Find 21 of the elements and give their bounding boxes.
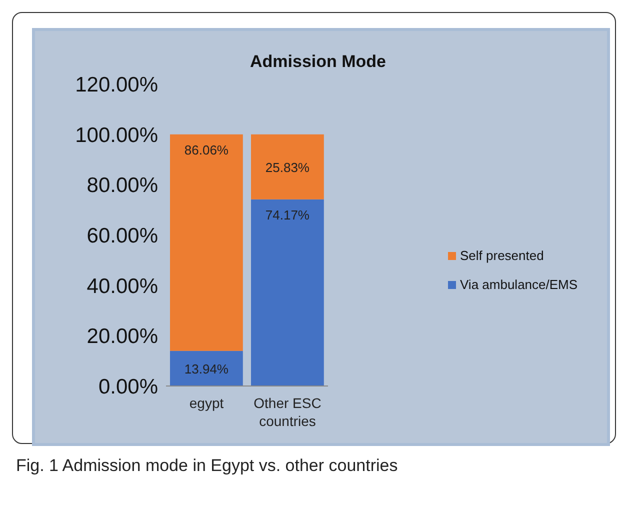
x-tick-label: egypt xyxy=(189,395,224,411)
y-tick-label: 40.00% xyxy=(86,274,158,298)
y-tick-label: 80.00% xyxy=(86,174,158,198)
legend-label: Self presented xyxy=(459,248,545,263)
data-label: 13.94% xyxy=(184,361,229,376)
bar xyxy=(251,134,324,200)
bar xyxy=(170,134,243,351)
chart-title: Admission Mode xyxy=(248,52,387,72)
y-tick-label: 100.00% xyxy=(75,124,158,147)
y-tick-label: 60.00% xyxy=(86,224,158,248)
caption: Fig. 1 Admission mode in Egypt vs. other countries xyxy=(16,456,398,476)
bar xyxy=(170,350,243,386)
y-tick-label: 0.00% xyxy=(98,375,158,398)
data-label: 74.17% xyxy=(265,207,310,222)
legend-label: Via ambulance/EMS xyxy=(459,277,578,292)
data-label: 86.06% xyxy=(184,142,229,158)
data-label: 25.83% xyxy=(265,160,310,175)
x-tick-label: Other ESC countries xyxy=(254,395,322,429)
y-tick-label: 20.00% xyxy=(86,325,158,348)
y-tick-label: 120.00% xyxy=(75,73,158,96)
bar xyxy=(251,199,324,386)
